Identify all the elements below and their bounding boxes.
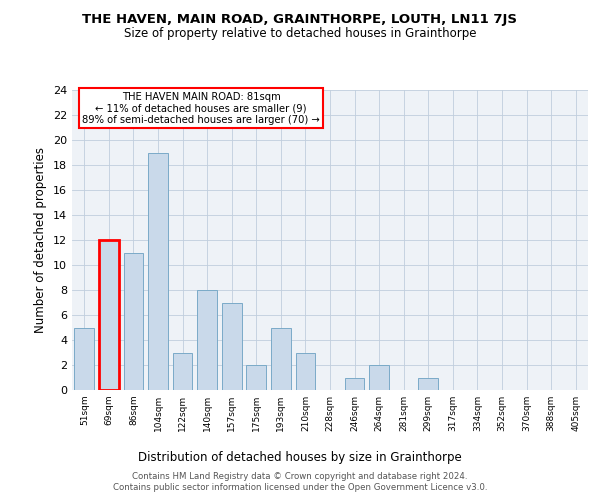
- Bar: [124, 252, 143, 390]
- Bar: [345, 378, 364, 390]
- Text: Distribution of detached houses by size in Grainthorpe: Distribution of detached houses by size …: [138, 451, 462, 464]
- Text: Contains HM Land Registry data © Crown copyright and database right 2024.: Contains HM Land Registry data © Crown c…: [132, 472, 468, 481]
- Bar: [74, 328, 94, 390]
- Text: Contains public sector information licensed under the Open Government Licence v3: Contains public sector information licen…: [113, 484, 487, 492]
- Text: THE HAVEN MAIN ROAD: 81sqm
← 11% of detached houses are smaller (9)
89% of semi-: THE HAVEN MAIN ROAD: 81sqm ← 11% of deta…: [82, 92, 320, 124]
- Text: Size of property relative to detached houses in Grainthorpe: Size of property relative to detached ho…: [124, 28, 476, 40]
- Bar: [271, 328, 290, 390]
- Bar: [296, 352, 315, 390]
- Bar: [418, 378, 438, 390]
- Bar: [173, 352, 193, 390]
- Bar: [197, 290, 217, 390]
- Text: THE HAVEN, MAIN ROAD, GRAINTHORPE, LOUTH, LN11 7JS: THE HAVEN, MAIN ROAD, GRAINTHORPE, LOUTH…: [83, 12, 517, 26]
- Bar: [99, 240, 119, 390]
- Y-axis label: Number of detached properties: Number of detached properties: [34, 147, 47, 333]
- Bar: [148, 152, 168, 390]
- Bar: [370, 365, 389, 390]
- Bar: [222, 302, 242, 390]
- Bar: [247, 365, 266, 390]
